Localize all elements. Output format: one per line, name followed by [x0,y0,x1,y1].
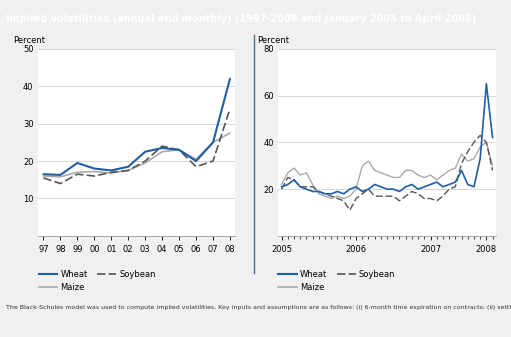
Text: Percent: Percent [13,36,45,45]
Text: The Black-Scholes model was used to compute implied volatilities. Key inputs and: The Black-Scholes model was used to comp… [6,305,511,310]
Text: Percent: Percent [257,36,289,45]
Legend: Wheat, Maize, Soybean: Wheat, Maize, Soybean [38,270,156,292]
Text: Implied volatilities (annual and monthly) (1997-2008 and January 2005 to April 2: Implied volatilities (annual and monthly… [6,14,476,25]
Legend: Wheat, Maize, Soybean: Wheat, Maize, Soybean [278,270,396,292]
